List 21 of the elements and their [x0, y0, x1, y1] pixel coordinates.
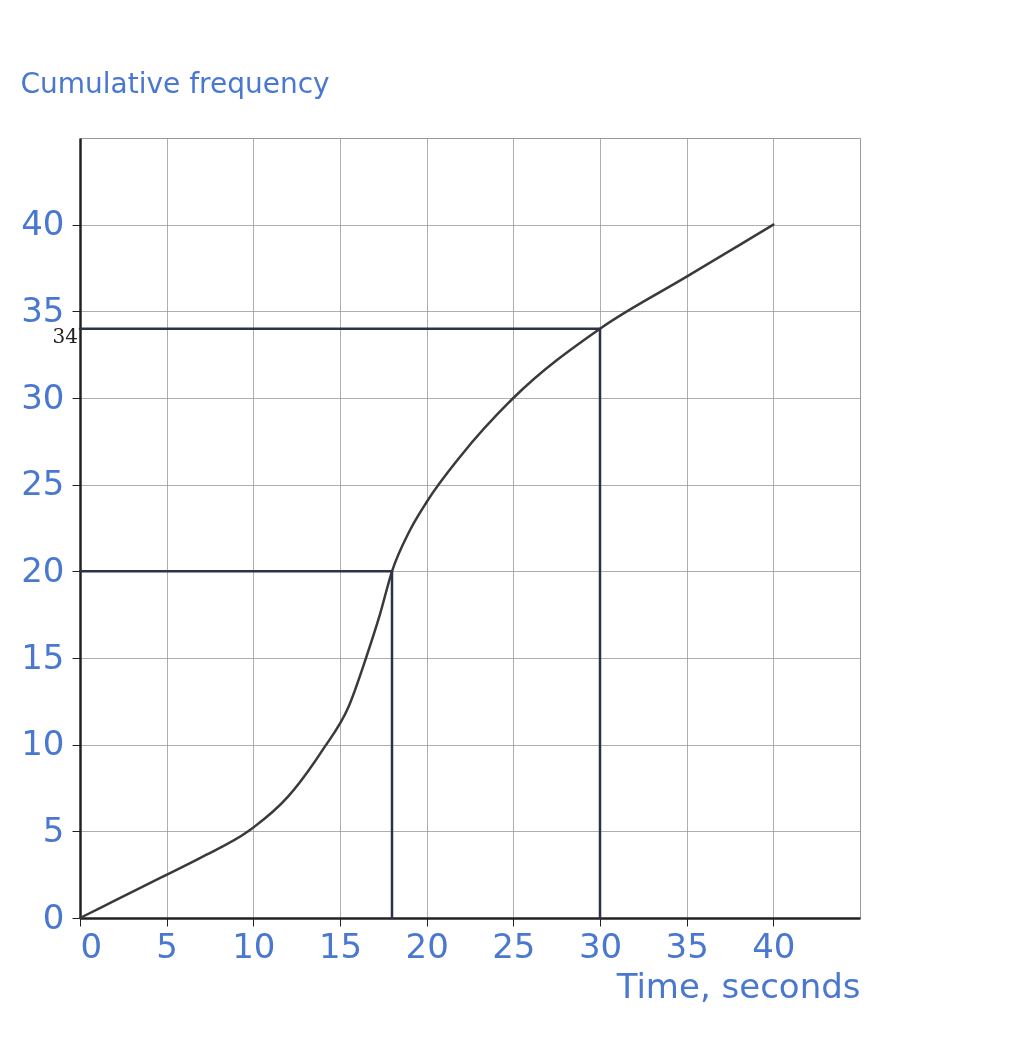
annotation: 34 — [52, 323, 78, 348]
x-tick-label: 35 — [665, 925, 709, 966]
x-tick-label: 25 — [492, 925, 536, 966]
y-tick-label: 10 — [21, 723, 65, 764]
y-tick-label: 40 — [21, 203, 65, 244]
y-tick-label: 15 — [21, 636, 65, 677]
x-tick-label: 5 — [156, 925, 178, 966]
x-tick-label: 0 — [80, 925, 103, 966]
y-tick-label: 5 — [42, 809, 65, 850]
line-series — [78, 223, 775, 920]
x-tick-label: 30 — [578, 925, 623, 966]
x-tick-label: 15 — [318, 925, 363, 966]
x-tick-label: 20 — [405, 925, 449, 966]
x-tick-label: 40 — [752, 925, 796, 966]
y-tick-label: 30 — [21, 376, 65, 417]
y-tick-label: 20 — [21, 549, 65, 590]
y-axis-title: Cumulative frequency — [20, 66, 330, 100]
y-tick-label: 25 — [21, 463, 65, 504]
x-axis-title: Time, seconds — [615, 965, 861, 1006]
y-tick-label: 0 — [42, 896, 65, 937]
x-tick-label: 10 — [232, 925, 276, 966]
